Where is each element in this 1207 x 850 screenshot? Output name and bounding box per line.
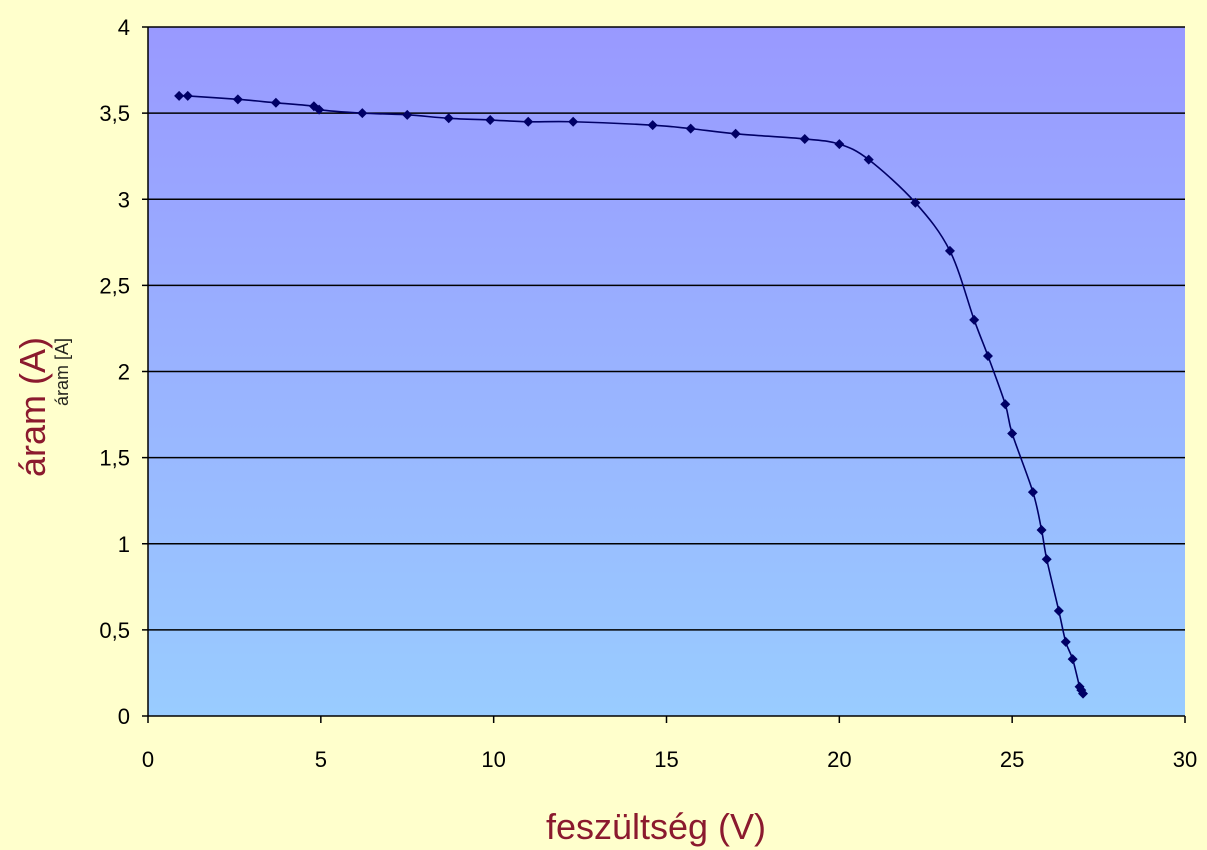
x-tick-label: 5: [315, 747, 327, 772]
gridlines: [148, 26, 1185, 631]
data-point: [982, 350, 993, 361]
data-point: [1067, 654, 1078, 665]
data-point: [182, 90, 193, 101]
data-point: [1053, 605, 1064, 616]
data-point: [910, 197, 921, 208]
data-point: [174, 90, 185, 101]
y-tick-label: 0: [118, 704, 130, 729]
data-point: [1036, 524, 1047, 535]
data-point: [685, 123, 696, 134]
y-tick-label: 1,5: [99, 446, 130, 471]
x-tick-label: 15: [654, 747, 678, 772]
data-point: [834, 139, 845, 150]
data-point: [314, 104, 325, 115]
ghost-y-axis-label: áram [A]: [52, 338, 72, 406]
data-point: [863, 154, 874, 165]
y-tick-labels: 0 0,5 1 1,5 2 2,5 3 3,5 4: [99, 15, 130, 729]
axes: [142, 26, 1186, 723]
data-point: [232, 94, 243, 105]
y-tick-label: 3,5: [99, 101, 130, 126]
data-point: [1027, 487, 1038, 498]
y-tick-label: 3: [118, 187, 130, 212]
data-point: [523, 116, 534, 127]
data-point: [1000, 399, 1011, 410]
data-point: [443, 113, 454, 124]
data-series: [174, 90, 1089, 699]
x-tick-label: 25: [1000, 747, 1024, 772]
x-tick-label: 10: [481, 747, 505, 772]
data-point: [1041, 554, 1052, 565]
y-tick-label: 2,5: [99, 273, 130, 298]
data-point: [969, 314, 980, 325]
data-point: [647, 120, 658, 131]
data-point: [270, 97, 281, 108]
y-tick-label: 2: [118, 360, 130, 385]
data-point: [485, 115, 496, 126]
x-tick-label: 20: [827, 747, 851, 772]
data-point: [1060, 636, 1071, 647]
y-tick-label: 0,5: [99, 618, 130, 643]
data-point: [402, 109, 413, 120]
y-axis-title: áram (A): [12, 337, 53, 477]
data-point: [944, 245, 955, 256]
data-point: [799, 133, 810, 144]
data-point: [1007, 428, 1018, 439]
data-point: [1078, 688, 1089, 699]
x-axis-title: feszültség (V): [546, 806, 766, 847]
x-tick-label: 0: [142, 747, 154, 772]
y-tick-label: 1: [118, 532, 130, 557]
data-point: [730, 128, 741, 139]
y-tick-label: 4: [118, 15, 130, 40]
data-point: [357, 108, 368, 119]
x-tick-labels: 0 5 10 15 20 25 30: [142, 747, 1197, 772]
x-tick-label: 30: [1173, 747, 1197, 772]
data-point: [568, 116, 579, 127]
